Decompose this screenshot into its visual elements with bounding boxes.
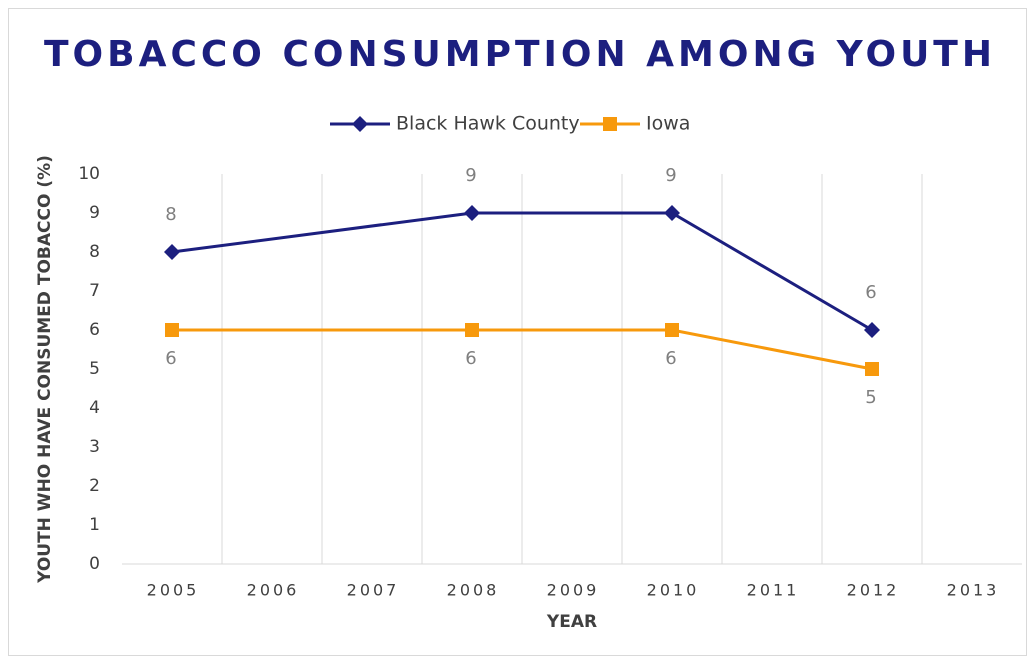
x-tick-label: 2012 (847, 581, 900, 600)
legend-label: Black Hawk County (396, 113, 580, 135)
y-tick-label: 6 (89, 320, 100, 340)
y-tick-label: 2 (89, 476, 100, 496)
x-tick-label: 2010 (647, 581, 700, 600)
point (665, 323, 679, 337)
x-tick-label: 2006 (247, 581, 300, 600)
legend-marker (603, 117, 617, 131)
point (464, 205, 480, 221)
x-axis-label: YEAR (546, 612, 597, 632)
y-tick-label: 10 (78, 164, 100, 184)
data-label: 6 (665, 348, 676, 369)
series-line (172, 328, 873, 371)
point (164, 244, 180, 260)
y-tick-label: 1 (89, 515, 100, 535)
point (865, 362, 879, 376)
point (165, 323, 179, 337)
y-tick-label: 8 (89, 242, 100, 262)
y-axis-label: YOUTH WHO HAVE CONSUMED TOBACCO (%) (35, 155, 55, 584)
point (664, 205, 680, 221)
x-tick-label: 2008 (447, 581, 500, 600)
y-tick-label: 3 (89, 437, 100, 457)
series-line (171, 211, 873, 332)
y-tick-label: 0 (89, 554, 100, 574)
chart-title: TOBACCO CONSUMPTION AMONG YOUTH (44, 34, 996, 75)
legend-label: Iowa (646, 113, 690, 135)
data-label: 6 (165, 348, 176, 369)
x-tick-label: 2011 (747, 581, 800, 600)
data-label: 6 (865, 282, 876, 303)
data-label: 5 (865, 387, 876, 408)
point (465, 323, 479, 337)
y-tick-label: 4 (89, 398, 100, 418)
x-tick-label: 2005 (147, 581, 200, 600)
y-tick-label: 7 (89, 281, 100, 301)
point (864, 322, 880, 338)
x-tick-label: 2013 (947, 581, 1000, 600)
data-label: 9 (465, 165, 476, 186)
data-label: 9 (665, 165, 676, 186)
x-tick-label: 2009 (547, 581, 600, 600)
data-label: 6 (465, 348, 476, 369)
data-label: 8 (165, 204, 176, 225)
y-tick-label: 9 (89, 203, 100, 223)
legend-marker (352, 116, 368, 132)
x-tick-label: 2007 (347, 581, 400, 600)
y-tick-label: 5 (89, 359, 100, 379)
